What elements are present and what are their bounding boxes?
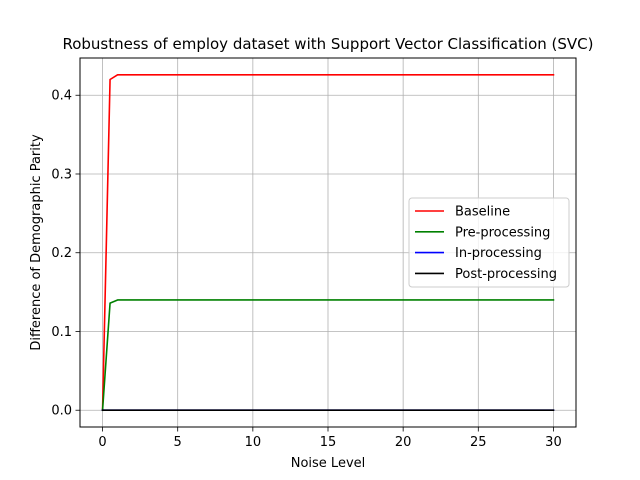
y-tick-label: 0.0 [51,404,72,419]
chart-title: Robustness of employ dataset with Suppor… [62,35,593,53]
y-tick-label: 0.3 [51,167,72,182]
legend-label-post-processing: Post-processing [455,267,557,282]
legend-label-pre-processing: Pre-processing [455,225,550,240]
legend-label-baseline: Baseline [455,205,510,220]
x-tick-label: 5 [174,435,182,450]
x-tick-label: 15 [320,435,337,450]
x-tick-label: 20 [395,435,412,450]
y-tick-label: 0.1 [51,325,72,340]
x-tick-label: 10 [245,435,262,450]
legend: Baseline Pre-processing In-processing Post-… [408,197,570,288]
y-tick-label: 0.4 [51,89,72,104]
x-axis-label: Noise Level [291,456,366,471]
series-lines [101,73,555,412]
x-tick-label: 30 [545,435,562,450]
y-tick-label: 0.2 [51,246,72,261]
x-tick-label: 0 [98,435,106,450]
series-line-pre-processing [101,299,555,412]
axis-ticks: 0 5 10 15 20 25 30 0.0 0.1 0.2 0.3 0.4 [51,89,561,450]
y-axis-label: Difference of Demographic Parity [29,134,44,351]
series-line-baseline [101,73,555,412]
legend-label-in-processing: In-processing [455,246,542,261]
x-tick-label: 25 [470,435,487,450]
legend-frame [408,197,570,288]
